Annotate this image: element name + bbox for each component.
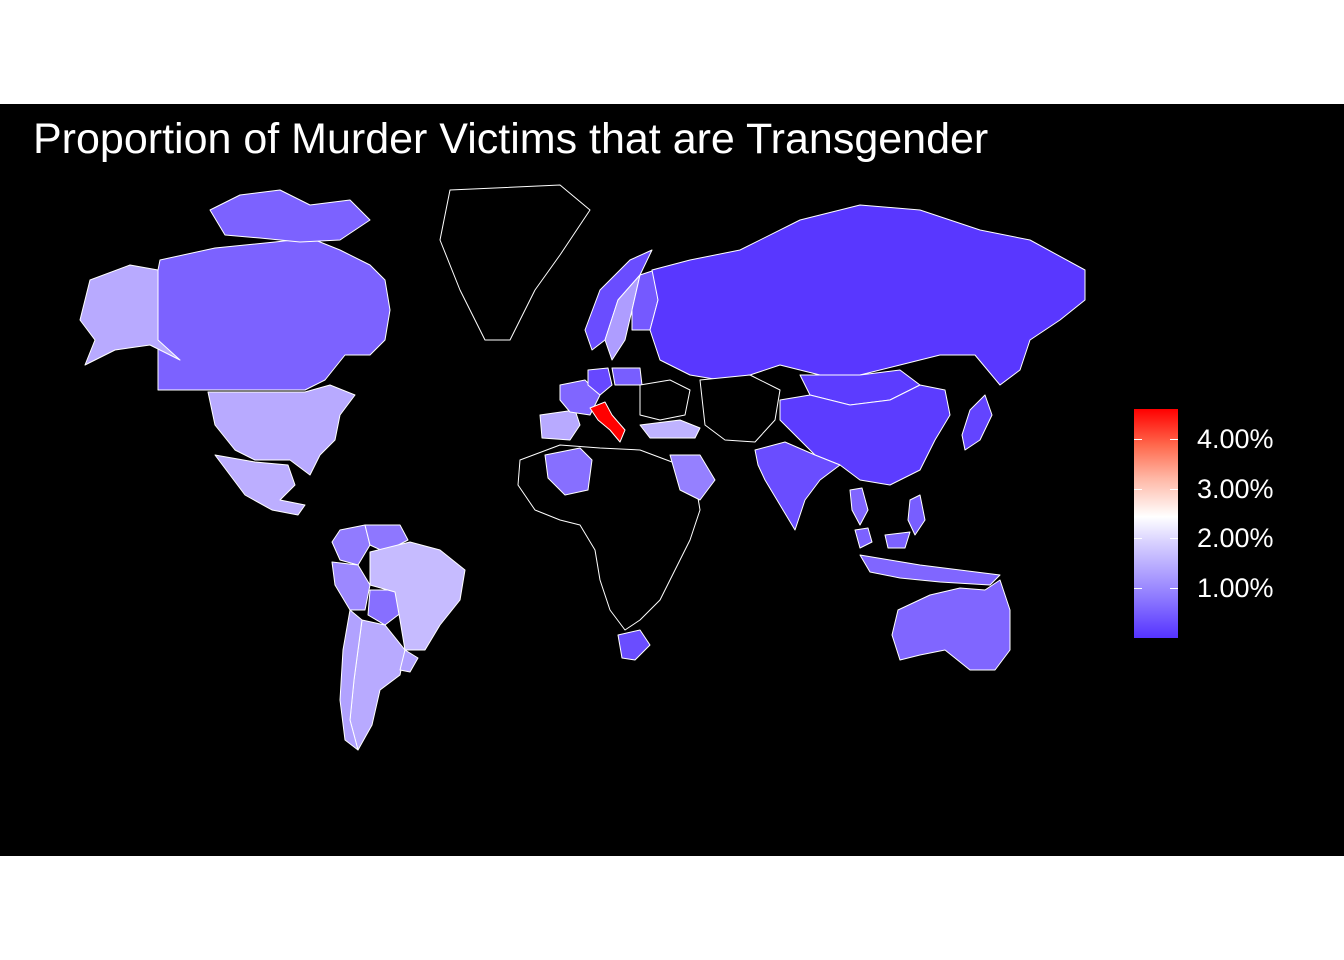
country-united-states (207, 384, 356, 476)
country-canada (157, 237, 391, 391)
map-title: Proportion of Murder Victims that are Tr… (33, 115, 989, 163)
country-chile (339, 609, 363, 751)
country-poland (611, 367, 643, 386)
country-japan (961, 394, 993, 451)
legend-colorbar (1134, 409, 1178, 638)
country-colombia (331, 524, 371, 566)
country-france (559, 379, 601, 416)
country-greenland (439, 184, 591, 341)
legend-tick (1134, 588, 1178, 589)
region-central-asia (699, 374, 781, 443)
legend-tick-label: 1.00% (1197, 573, 1274, 603)
country-canada-islands (209, 189, 371, 243)
legend-tick-label: 2.00% (1197, 523, 1274, 553)
country-india (754, 441, 841, 531)
legend-tick (1134, 489, 1178, 490)
country-australia (891, 579, 1011, 671)
region-eastern-europe (639, 379, 691, 421)
world-map (79, 184, 1086, 751)
country-indonesia (859, 554, 1001, 586)
legend-tick (1134, 439, 1178, 440)
legend-tick (1134, 538, 1178, 539)
country-philippines (907, 494, 926, 536)
country-uruguay (399, 649, 419, 673)
country-brazil (369, 541, 466, 651)
country-russia (649, 204, 1086, 386)
country-turkey (639, 419, 701, 439)
country-mexico (214, 454, 306, 516)
country-thailand (849, 487, 869, 526)
country-malaysia (854, 527, 911, 549)
country-south-africa (617, 629, 651, 661)
country-germany (587, 367, 613, 396)
country-saudi-arabia (669, 454, 716, 501)
country-algeria (544, 447, 593, 496)
country-italy (589, 401, 626, 443)
country-spain (539, 409, 581, 441)
legend-tick-label: 4.00% (1197, 424, 1274, 454)
legend-tick-label: 3.00% (1197, 474, 1274, 504)
continent-africa (517, 444, 701, 631)
country-alaska (79, 264, 181, 366)
country-peru (331, 561, 371, 611)
country-china (779, 384, 951, 486)
